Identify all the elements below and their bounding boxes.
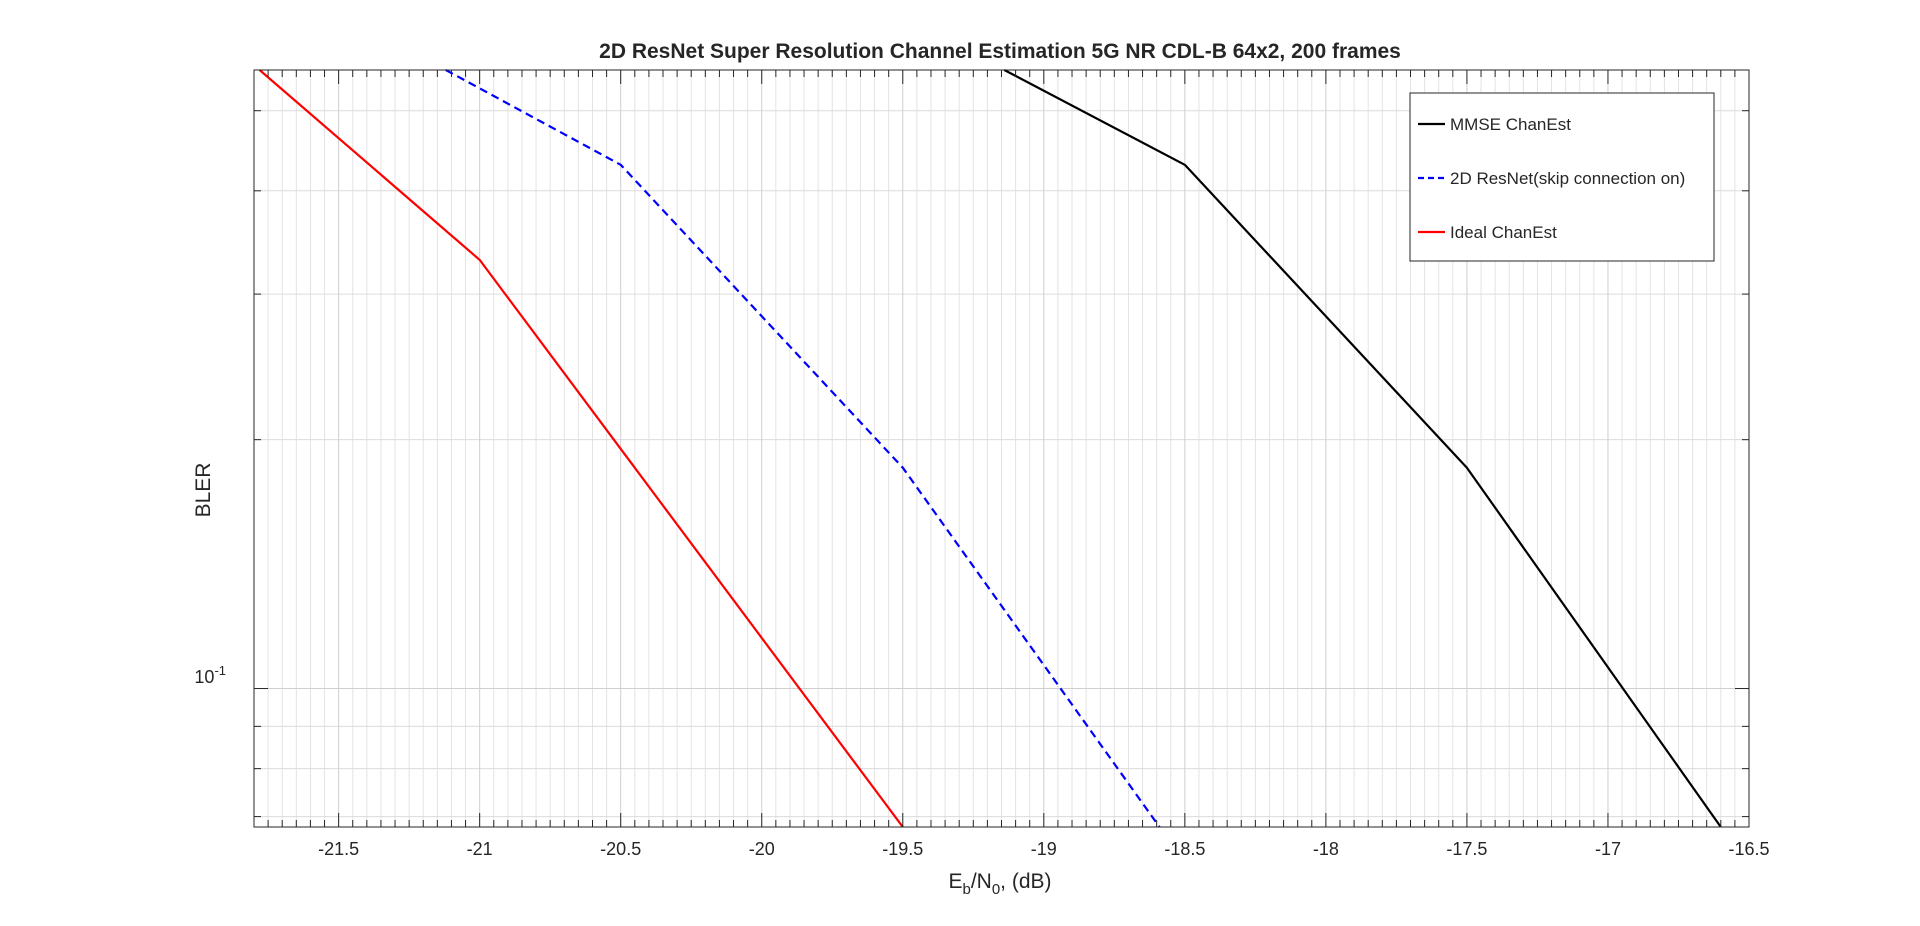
series-layer [258,69,1722,828]
x-tick-label: -20.5 [600,839,641,859]
minor-grid [253,70,1749,827]
x-tick-label: -21.5 [318,839,359,859]
y-axis-label: BLER [192,463,215,518]
series-line-0 [1003,69,1722,828]
legend: MMSE ChanEst 2D ResNet(skip connection on… [1409,92,1715,262]
legend-label-1: 2D ResNet(skip connection on) [1450,169,1685,188]
x-tick-label: -20 [749,839,775,859]
x-tick-labels: -21.5 -21 -20.5 -20 -19.5 -19 -18.5 -18 -17.5 -17… [318,839,1769,859]
chart-title: 2D ResNet Super Resolution Channel Estim… [599,40,1401,63]
legend-box [1409,92,1715,262]
x-tick-label: -16.5 [1728,839,1769,859]
x-axis-label: Eb/N0, (dB) [948,870,1051,898]
x-tick-label: -18 [1313,839,1339,859]
x-tick-label: -19.5 [882,839,923,859]
series-line-1 [445,69,1161,828]
x-tick-label: -18.5 [1164,839,1205,859]
x-tick-label: -17.5 [1446,839,1487,859]
legend-label-0: MMSE ChanEst [1450,115,1571,134]
x-tick-label: -21 [467,839,493,859]
legend-label-2: Ideal ChanEst [1450,223,1557,242]
x-tick-label: -17 [1595,839,1621,859]
y-tick-label: 10-1 [194,663,226,687]
x-tick-label: -19 [1031,839,1057,859]
axis-ticks [253,70,1750,827]
series-line-2 [258,69,904,828]
